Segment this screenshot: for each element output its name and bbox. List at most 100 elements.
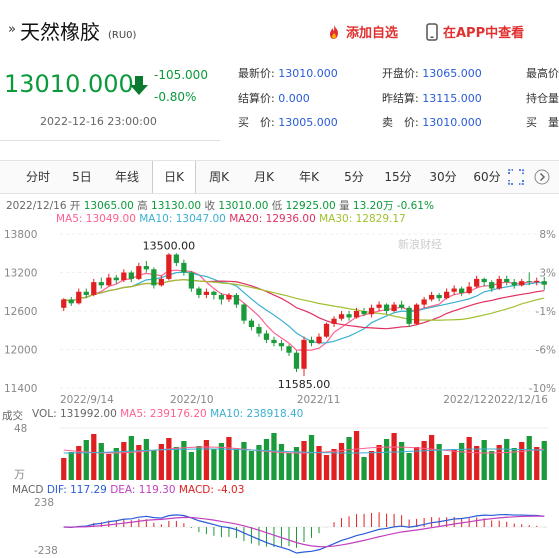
stat-value: 0.000 bbox=[278, 92, 310, 105]
candle-body bbox=[331, 318, 337, 324]
chevron-right-icon[interactable] bbox=[534, 169, 550, 185]
candle-body bbox=[436, 294, 442, 299]
candle-body bbox=[489, 282, 495, 289]
volume-bar bbox=[286, 453, 292, 480]
stat-settle: 结算价: 0.000 bbox=[238, 90, 310, 106]
candle-body bbox=[76, 291, 82, 304]
tab-weekly-k[interactable]: 周K bbox=[209, 170, 229, 184]
candle-body bbox=[256, 327, 262, 334]
candle-body bbox=[346, 314, 352, 318]
candle-body bbox=[519, 281, 525, 286]
low-annotation: 11585.00 bbox=[278, 378, 331, 391]
macd-chart[interactable]: 238 -238 bbox=[0, 496, 559, 558]
tab-60min[interactable]: 60分 bbox=[473, 170, 501, 184]
volume-bar bbox=[331, 449, 337, 480]
last-price: 13010.000 bbox=[4, 70, 134, 98]
volume-bar bbox=[368, 451, 375, 480]
price-change-pct: -0.80% bbox=[154, 90, 197, 104]
volume-chart[interactable]: 48 万 bbox=[0, 420, 559, 482]
view-in-app-button[interactable]: 在APP中查看 bbox=[426, 22, 524, 41]
kline-info: 2022/12/16 开 13065.00 高 13130.00 收 13010… bbox=[6, 198, 434, 213]
candle-body bbox=[286, 346, 292, 353]
ma10-line bbox=[63, 271, 545, 344]
volume-bar bbox=[293, 447, 300, 480]
volume-bar bbox=[338, 443, 345, 480]
tab-timeshare[interactable]: 分时 bbox=[25, 170, 50, 184]
y-tick-label: 13800 bbox=[4, 229, 37, 241]
volume-bar bbox=[429, 435, 435, 480]
volume-bar bbox=[173, 447, 179, 480]
kline-vol-label: 量 bbox=[339, 200, 350, 212]
stat-label: 卖 价: bbox=[382, 116, 419, 129]
volume-value: VOL: 131992.00 bbox=[32, 408, 117, 420]
high-annotation: 13500.00 bbox=[143, 239, 196, 252]
stat-value: 13065.000 bbox=[422, 67, 482, 80]
volume-bar bbox=[248, 451, 255, 480]
candle-body bbox=[541, 281, 547, 285]
volume-bar bbox=[166, 438, 172, 480]
tab-yearly-k[interactable]: 年K bbox=[299, 170, 319, 184]
volume-bar bbox=[188, 452, 195, 480]
tab-year-line[interactable]: 年线 bbox=[114, 170, 139, 184]
price-change: -105.000 bbox=[154, 68, 208, 82]
volume-bar bbox=[83, 440, 89, 480]
tab-monthly-k[interactable]: 月K bbox=[254, 170, 274, 184]
kline-low: 12925.00 bbox=[285, 200, 336, 212]
volume-bar bbox=[136, 445, 142, 480]
stat-prev-settle: 昨结算: 13115.000 bbox=[382, 90, 482, 106]
ma5-value: MA5: 13049.00 bbox=[56, 213, 136, 225]
stat-label: 昨结算: bbox=[382, 92, 419, 105]
volume-bar bbox=[211, 449, 217, 480]
instrument-code: (RU0) bbox=[108, 30, 137, 41]
volume-bar bbox=[489, 451, 495, 480]
candle-body bbox=[218, 294, 225, 300]
tab-5min[interactable]: 5分 bbox=[344, 170, 364, 184]
candle-body bbox=[338, 314, 345, 319]
candle-body bbox=[376, 304, 382, 308]
candle-body bbox=[173, 254, 179, 263]
stat-label: 最高价 bbox=[526, 67, 559, 80]
volume-bar bbox=[421, 441, 427, 480]
candle-body bbox=[271, 339, 277, 344]
divider bbox=[0, 140, 220, 141]
volume-unit: 万 bbox=[14, 468, 25, 481]
kline-low-label: 低 bbox=[271, 200, 283, 212]
phone-icon bbox=[426, 22, 438, 41]
candle-body bbox=[406, 307, 412, 324]
macd-info: MACD DIF: 117.29 DEA: 119.30 MACD: -4.03 bbox=[12, 484, 244, 496]
stat-label: 持仓量 bbox=[526, 92, 559, 105]
stat-label: 买 量 bbox=[526, 116, 559, 129]
y-tick-label: 11400 bbox=[4, 383, 37, 395]
candle-body bbox=[368, 307, 375, 315]
instrument-name: 天然橡胶 bbox=[20, 20, 100, 44]
kline-high: 13130.00 bbox=[151, 200, 202, 212]
tab-15min[interactable]: 15分 bbox=[384, 170, 412, 184]
candle-body bbox=[211, 291, 217, 295]
candle-body bbox=[459, 288, 465, 294]
macd-top-tick: 238 bbox=[34, 497, 54, 509]
candle-body bbox=[151, 269, 157, 286]
candlestick-chart[interactable]: 13800 8% 13200 3% 12600 -1% 12000 -6% 11400 -10% 新… bbox=[0, 226, 559, 406]
tab-daily-k[interactable]: 日K bbox=[152, 161, 196, 193]
macd-dea-line bbox=[63, 515, 545, 548]
candle-body bbox=[113, 277, 119, 281]
tab-5day[interactable]: 5日 bbox=[72, 170, 92, 184]
macd-dif-line bbox=[63, 514, 545, 554]
candle-body bbox=[181, 262, 187, 273]
stat-value: 13010.000 bbox=[422, 116, 482, 129]
candle-body bbox=[293, 352, 300, 369]
tab-30min[interactable]: 30分 bbox=[429, 170, 457, 184]
volume-bar bbox=[121, 442, 127, 480]
x-tick-label: 2022/12/16 bbox=[487, 394, 548, 406]
candle-body bbox=[91, 282, 97, 295]
candle-body bbox=[413, 304, 420, 324]
y-tick-label: 12600 bbox=[4, 306, 37, 318]
volume-bar bbox=[106, 454, 112, 480]
candle-body bbox=[203, 291, 210, 295]
add-favorite-button[interactable]: 添加自选 bbox=[326, 22, 398, 41]
candle-body bbox=[263, 333, 270, 340]
volume-bar bbox=[143, 439, 149, 480]
candle-body bbox=[241, 304, 247, 321]
fullscreen-icon[interactable] bbox=[508, 169, 524, 185]
volume-bar bbox=[316, 446, 322, 480]
